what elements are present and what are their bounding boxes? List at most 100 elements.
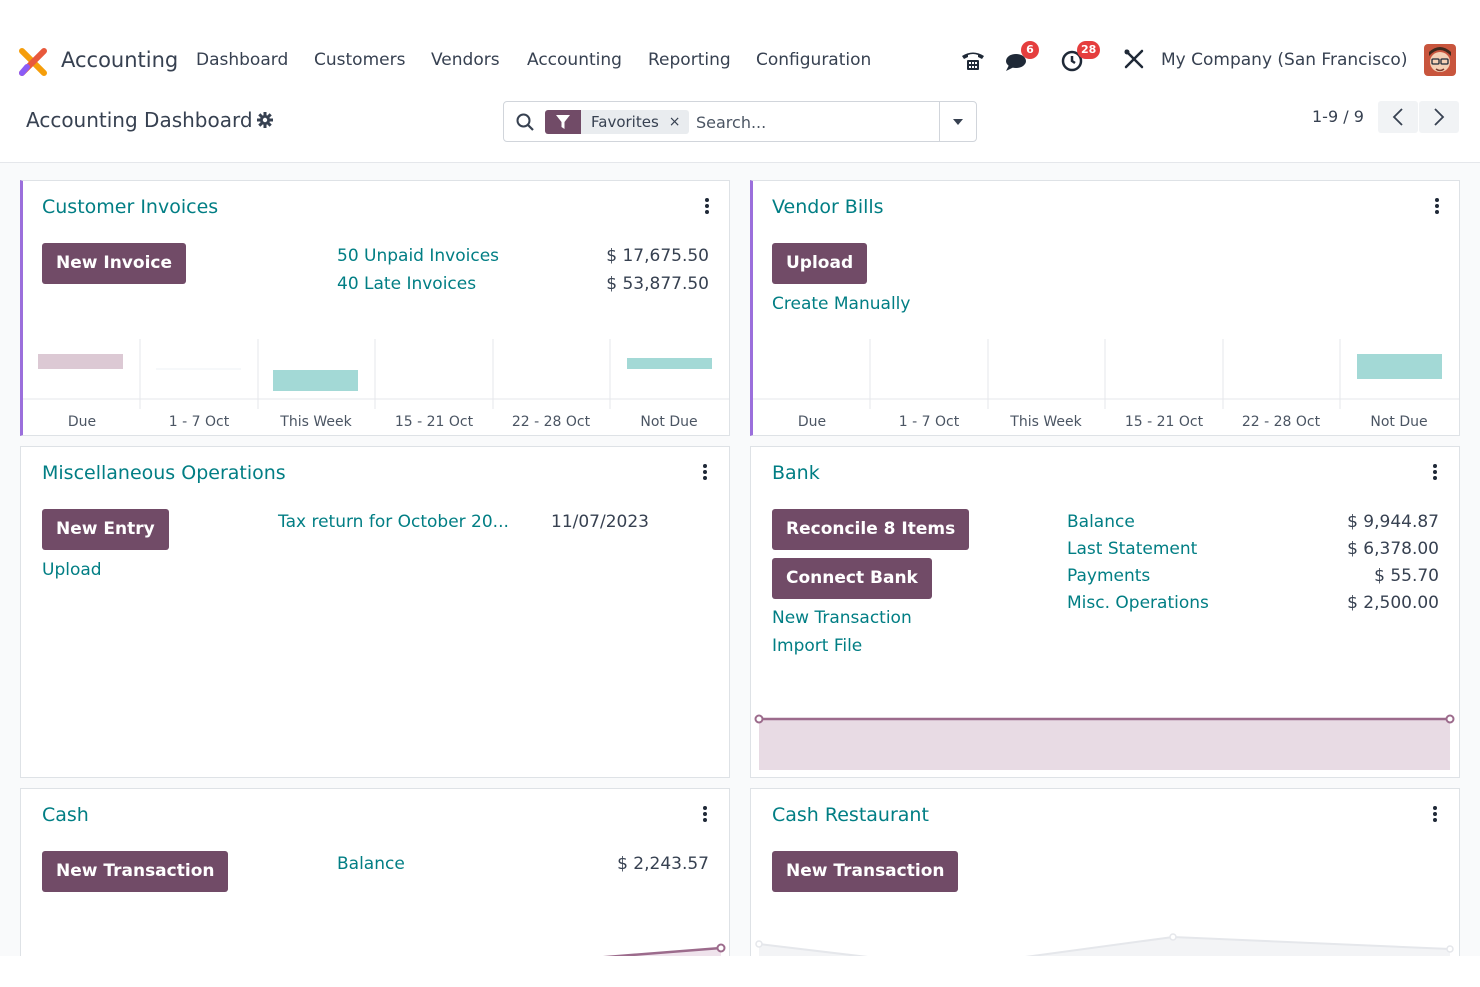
pager-value[interactable]: 1-9 / 9 <box>1312 107 1364 126</box>
card-title[interactable]: Vendor Bills <box>772 196 884 218</box>
chevron-right-icon <box>1434 108 1445 126</box>
upload-bill-button[interactable]: Upload <box>772 243 868 284</box>
menu-dashboard[interactable]: Dashboard <box>196 50 289 70</box>
reconcile-button[interactable]: Reconcile 8 Items <box>772 509 970 550</box>
balance-point[interactable] <box>1445 714 1455 724</box>
control-panel-divider <box>0 162 1480 163</box>
unpaid-invoices-amount: $ 17,675.50 <box>606 246 709 266</box>
card-title[interactable]: Cash Restaurant <box>772 804 929 826</box>
create-manually-link[interactable]: Create Manually <box>772 294 911 314</box>
search-bar: Favorites × <box>503 101 977 142</box>
facet-label: Favorites <box>581 110 667 134</box>
phone-icon[interactable] <box>960 47 988 73</box>
cash-balance-amount: $ 2,243.57 <box>617 854 709 874</box>
menu-reporting[interactable]: Reporting <box>648 50 731 70</box>
menu-configuration[interactable]: Configuration <box>756 50 872 70</box>
debug-tools-icon[interactable] <box>1122 47 1150 73</box>
kebab-menu-icon[interactable] <box>1429 463 1441 481</box>
bar-due[interactable] <box>38 354 123 369</box>
balance-amount: $ 9,944.87 <box>1347 512 1439 532</box>
new-transaction-link[interactable]: New Transaction <box>772 608 912 628</box>
tick-label: This Week <box>1010 414 1082 430</box>
card-title[interactable]: Cash <box>42 804 89 826</box>
kebab-menu-icon[interactable] <box>1431 197 1443 215</box>
balance-area <box>759 719 1450 770</box>
new-invoice-button[interactable]: New Invoice <box>42 243 187 284</box>
last-statement-link[interactable]: Last Statement <box>1067 539 1198 559</box>
bank-card: Bank Reconcile 8 Items Connect Bank New … <box>750 446 1460 778</box>
card-title[interactable]: Bank <box>772 462 820 484</box>
tax-return-date: 11/07/2023 <box>551 512 649 532</box>
tick-label: 22 - 28 Oct <box>511 414 591 430</box>
card-title[interactable]: Miscellaneous Operations <box>42 462 286 484</box>
facet-remove-icon[interactable]: × <box>666 110 689 134</box>
top-navbar: Accounting Dashboard Customers Vendors A… <box>0 30 1480 90</box>
messages-badge: 6 <box>1021 41 1039 59</box>
search-input[interactable] <box>696 110 936 134</box>
invoice-aging-chart <box>23 339 729 409</box>
bar-not-due[interactable] <box>627 358 712 369</box>
company-switcher[interactable]: My Company (San Francisco) <box>1161 50 1408 70</box>
chevron-left-icon <box>1392 108 1403 126</box>
balance-point[interactable] <box>716 943 726 953</box>
new-transaction-button[interactable]: New Transaction <box>42 851 229 892</box>
late-invoices-link[interactable]: 40 Late Invoices <box>337 274 477 294</box>
page-bottom-blank <box>0 956 1480 987</box>
tick-label: Not Due <box>640 414 698 430</box>
pager-next-button[interactable] <box>1419 101 1459 133</box>
search-icon[interactable] <box>516 113 534 131</box>
menu-accounting[interactable]: Accounting <box>527 50 622 70</box>
tick-label: 15 - 21 Oct <box>394 414 474 430</box>
menu-vendors[interactable]: Vendors <box>431 50 500 70</box>
vendor-bills-card: Vendor Bills Upload Create Manually Due … <box>750 180 1460 436</box>
misc-operations-link[interactable]: Misc. Operations <box>1067 593 1209 613</box>
card-title[interactable]: Customer Invoices <box>42 196 219 218</box>
balance-link[interactable]: Balance <box>1067 512 1135 532</box>
kebab-menu-icon[interactable] <box>699 463 711 481</box>
activity-clock-icon[interactable]: 28 <box>1060 41 1101 73</box>
bar-this-week[interactable] <box>273 370 358 391</box>
accounting-app-logo-icon[interactable] <box>18 47 48 77</box>
tick-label: Not Due <box>1370 414 1428 430</box>
kebab-menu-icon[interactable] <box>701 197 713 215</box>
import-file-link[interactable]: Import File <box>772 636 863 656</box>
cash-card: Cash New Transaction Balance $ 2,243.57 <box>20 788 730 987</box>
kebab-menu-icon[interactable] <box>699 805 711 823</box>
user-avatar[interactable] <box>1424 44 1456 76</box>
filter-icon <box>545 110 581 134</box>
upload-link[interactable]: Upload <box>42 560 102 580</box>
gear-icon[interactable] <box>256 111 274 129</box>
page-title: Accounting Dashboard <box>26 108 253 132</box>
payments-amount: $ 55.70 <box>1374 566 1439 586</box>
pager-previous-button[interactable] <box>1378 101 1418 133</box>
cash-balance-link[interactable]: Balance <box>337 854 405 874</box>
tick-label: Due <box>67 414 97 430</box>
balance-point[interactable] <box>754 714 764 724</box>
tick-label: Due <box>797 414 827 430</box>
bills-aging-chart <box>753 339 1459 409</box>
app-name[interactable]: Accounting <box>61 48 179 72</box>
misc-operations-card: Miscellaneous Operations New Entry Uploa… <box>20 446 730 778</box>
activities-badge: 28 <box>1077 41 1101 59</box>
tick-label: 15 - 21 Oct <box>1124 414 1204 430</box>
misc-operations-amount: $ 2,500.00 <box>1347 593 1439 613</box>
tax-return-link[interactable]: Tax return for October 20... <box>278 512 509 532</box>
tick-label: This Week <box>280 414 352 430</box>
late-invoices-amount: $ 53,877.50 <box>606 274 709 294</box>
unpaid-invoices-link[interactable]: 50 Unpaid Invoices <box>337 246 500 266</box>
last-statement-amount: $ 6,378.00 <box>1347 539 1439 559</box>
tick-label: 22 - 28 Oct <box>1241 414 1321 430</box>
menu-customers[interactable]: Customers <box>314 50 406 70</box>
tick-label: 1 - 7 Oct <box>898 414 960 430</box>
connect-bank-button[interactable]: Connect Bank <box>772 558 932 599</box>
bank-balance-chart <box>754 714 1455 770</box>
favorites-facet[interactable]: Favorites × <box>545 110 689 134</box>
bar-not-due[interactable] <box>1357 354 1442 379</box>
new-entry-button[interactable]: New Entry <box>42 509 169 550</box>
customer-invoices-card: Customer Invoices New Invoice 50 Unpaid … <box>20 180 730 436</box>
payments-link[interactable]: Payments <box>1067 566 1151 586</box>
kebab-menu-icon[interactable] <box>1429 805 1441 823</box>
messages-icon[interactable]: 6 <box>1003 41 1039 73</box>
new-transaction-button[interactable]: New Transaction <box>772 851 959 892</box>
search-options-toggle[interactable] <box>939 102 976 141</box>
